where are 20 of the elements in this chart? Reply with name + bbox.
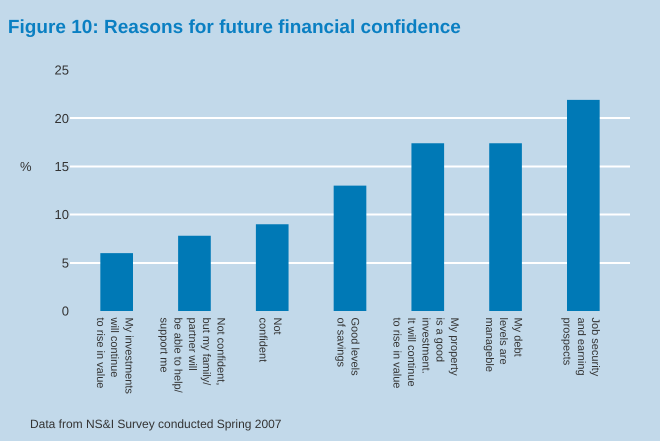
text: Data from NS&I Survey conducted Spring 2007 <box>30 417 282 431</box>
y-tick-label: 20 <box>54 110 69 126</box>
bar <box>411 143 444 311</box>
y-axis-title: % <box>20 159 32 174</box>
bar <box>178 236 211 311</box>
y-tick-label: 10 <box>54 207 69 222</box>
bar <box>334 186 366 311</box>
x-tick-label: My investments will continue to rise in value <box>94 316 134 394</box>
bar <box>256 224 289 311</box>
x-tick-label: Job security and earning prospects <box>560 318 602 377</box>
bar <box>489 143 522 311</box>
y-tick-label: 25 <box>54 62 69 78</box>
y-tick-label: 5 <box>62 255 69 270</box>
bar <box>100 253 133 311</box>
chart-title: Figure 10: Reasons for future financial confidence <box>8 17 461 38</box>
y-tick-label: 15 <box>54 158 69 174</box>
y-tick-label: 0 <box>62 304 69 319</box>
bar <box>567 100 600 311</box>
x-tick-label: Not confident <box>256 318 283 362</box>
x-tick-label: Good levels of savings <box>334 318 361 376</box>
